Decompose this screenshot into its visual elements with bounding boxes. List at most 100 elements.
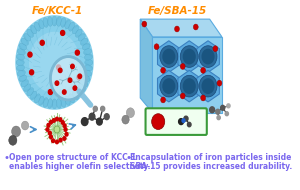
Ellipse shape xyxy=(52,99,57,109)
Circle shape xyxy=(193,24,198,30)
Circle shape xyxy=(59,138,62,142)
Ellipse shape xyxy=(72,25,79,34)
Ellipse shape xyxy=(69,94,75,103)
Circle shape xyxy=(160,75,178,97)
Ellipse shape xyxy=(21,80,28,87)
Circle shape xyxy=(89,113,95,120)
Circle shape xyxy=(12,126,21,137)
Circle shape xyxy=(217,80,222,86)
Circle shape xyxy=(199,75,217,97)
Circle shape xyxy=(161,67,166,73)
Circle shape xyxy=(182,119,185,122)
Circle shape xyxy=(81,118,88,126)
Ellipse shape xyxy=(30,25,37,34)
Polygon shape xyxy=(140,19,152,113)
Ellipse shape xyxy=(61,18,66,27)
Circle shape xyxy=(180,63,185,69)
Circle shape xyxy=(48,131,51,135)
Ellipse shape xyxy=(80,80,88,87)
Ellipse shape xyxy=(47,99,52,108)
Circle shape xyxy=(142,21,147,27)
Ellipse shape xyxy=(85,59,93,65)
Text: Encapsulation of iron particles inside: Encapsulation of iron particles inside xyxy=(130,153,292,162)
Polygon shape xyxy=(158,41,180,72)
Ellipse shape xyxy=(82,43,90,50)
Polygon shape xyxy=(178,41,201,72)
Ellipse shape xyxy=(19,75,27,82)
Circle shape xyxy=(68,78,72,82)
Ellipse shape xyxy=(52,16,57,26)
Circle shape xyxy=(46,128,49,131)
Circle shape xyxy=(183,49,196,64)
Circle shape xyxy=(78,74,82,78)
Circle shape xyxy=(180,46,198,67)
Circle shape xyxy=(100,106,105,111)
Circle shape xyxy=(213,46,218,52)
Circle shape xyxy=(122,115,129,124)
Circle shape xyxy=(47,124,50,127)
Circle shape xyxy=(30,70,34,75)
Circle shape xyxy=(56,65,61,70)
Circle shape xyxy=(56,140,58,144)
Circle shape xyxy=(50,120,52,124)
Polygon shape xyxy=(140,19,222,37)
Ellipse shape xyxy=(69,22,75,31)
Ellipse shape xyxy=(19,43,27,50)
Circle shape xyxy=(180,75,198,97)
Circle shape xyxy=(162,78,176,94)
Ellipse shape xyxy=(84,65,92,71)
Circle shape xyxy=(77,75,81,80)
Text: Fe/SBA-15: Fe/SBA-15 xyxy=(147,6,207,16)
Circle shape xyxy=(199,46,217,67)
Circle shape xyxy=(55,81,59,85)
Circle shape xyxy=(161,97,166,103)
Circle shape xyxy=(61,121,64,124)
Polygon shape xyxy=(158,70,180,102)
Circle shape xyxy=(210,107,214,113)
Ellipse shape xyxy=(27,88,34,96)
Ellipse shape xyxy=(16,65,25,71)
Ellipse shape xyxy=(17,70,25,76)
Ellipse shape xyxy=(39,20,44,29)
Circle shape xyxy=(15,15,94,110)
Circle shape xyxy=(217,116,220,120)
Circle shape xyxy=(40,40,44,45)
Ellipse shape xyxy=(24,84,31,91)
Ellipse shape xyxy=(16,59,24,65)
Ellipse shape xyxy=(75,29,82,37)
Circle shape xyxy=(93,106,98,111)
Circle shape xyxy=(160,46,178,67)
Circle shape xyxy=(202,49,214,64)
Circle shape xyxy=(188,122,191,127)
Circle shape xyxy=(201,95,206,101)
Ellipse shape xyxy=(84,54,92,60)
Ellipse shape xyxy=(84,49,92,55)
Ellipse shape xyxy=(61,98,66,107)
Ellipse shape xyxy=(17,49,25,55)
Circle shape xyxy=(64,128,67,131)
Circle shape xyxy=(154,44,159,50)
Circle shape xyxy=(65,132,68,136)
Ellipse shape xyxy=(65,20,70,29)
FancyBboxPatch shape xyxy=(146,108,207,135)
Circle shape xyxy=(75,50,80,55)
Ellipse shape xyxy=(84,70,92,76)
Circle shape xyxy=(225,112,228,116)
Text: enables higher olefin selectivity.: enables higher olefin selectivity. xyxy=(9,162,150,171)
Ellipse shape xyxy=(30,91,37,100)
Ellipse shape xyxy=(21,38,28,45)
Ellipse shape xyxy=(78,33,85,41)
Circle shape xyxy=(54,126,60,133)
Text: Open pore structure of KCC-1: Open pore structure of KCC-1 xyxy=(9,153,136,162)
Circle shape xyxy=(63,124,66,127)
Circle shape xyxy=(48,89,52,94)
Circle shape xyxy=(178,119,184,125)
Ellipse shape xyxy=(24,33,31,41)
Circle shape xyxy=(73,86,77,90)
Circle shape xyxy=(184,116,188,121)
Polygon shape xyxy=(197,41,219,72)
Circle shape xyxy=(52,119,55,122)
Circle shape xyxy=(62,90,66,94)
Ellipse shape xyxy=(75,88,82,96)
Ellipse shape xyxy=(72,91,79,100)
